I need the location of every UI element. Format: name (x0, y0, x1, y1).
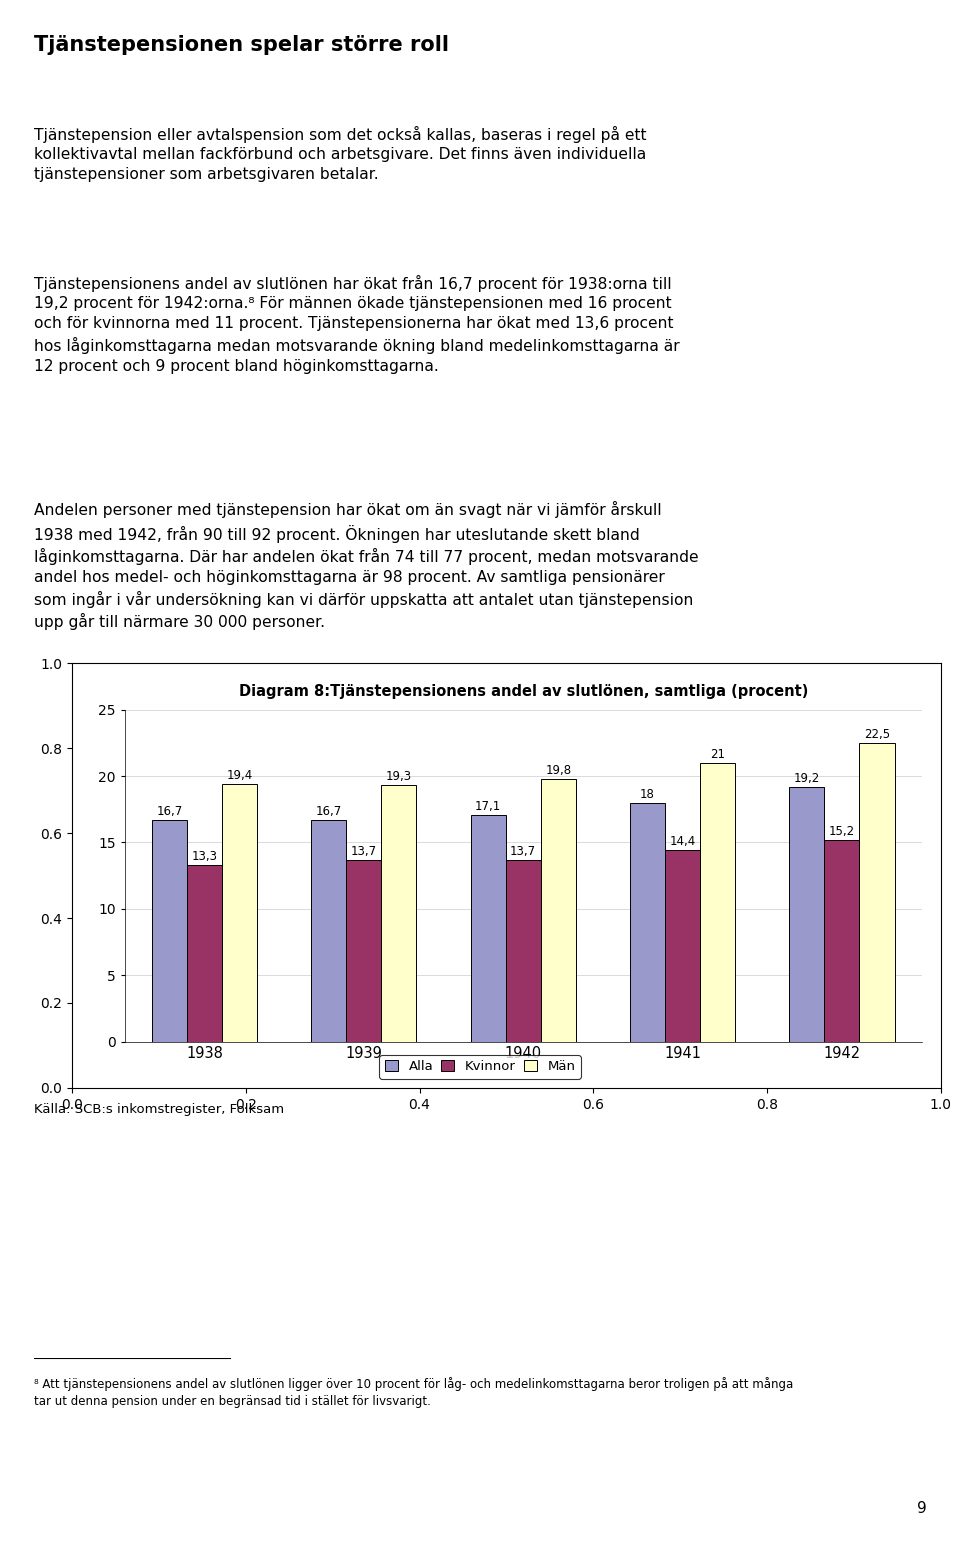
Text: 16,7: 16,7 (316, 805, 342, 818)
Bar (825, 839, 859, 1042)
Bar (347, 859, 381, 1042)
Bar (630, 802, 665, 1042)
Bar (222, 784, 257, 1042)
Text: ⁸ Att tjänstepensionens andel av slutlönen ligger över 10 procent för låg- och m: ⁸ Att tjänstepensionens andel av slutlön… (34, 1378, 793, 1409)
Bar (311, 819, 347, 1042)
Text: Andelen personer med tjänstepension har ökat om än svagt när vi jämför årskull
1: Andelen personer med tjänstepension har … (34, 501, 698, 630)
Bar (187, 866, 222, 1042)
Text: 18: 18 (640, 787, 655, 801)
Text: 13,3: 13,3 (191, 850, 218, 863)
Text: 13,7: 13,7 (350, 844, 377, 858)
Text: 15,2: 15,2 (828, 826, 855, 838)
Text: Källa: SCB:s inkomstregister, Folksam: Källa: SCB:s inkomstregister, Folksam (34, 1103, 284, 1116)
Text: Tjänstepension eller avtalspension som det också kallas, baseras i regel på ett
: Tjänstepension eller avtalspension som d… (34, 125, 646, 182)
Text: 13,7: 13,7 (510, 844, 537, 858)
Text: 17,1: 17,1 (475, 799, 501, 813)
Bar (152, 819, 187, 1042)
Text: Tjänstepensionens andel av slutlönen har ökat från 16,7 procent för 1938:orna ti: Tjänstepensionens andel av slutlönen har… (34, 275, 680, 373)
Bar (470, 815, 506, 1042)
Text: 9: 9 (917, 1501, 926, 1515)
Text: 22,5: 22,5 (864, 728, 890, 741)
Text: 21: 21 (710, 748, 725, 761)
Text: 14,4: 14,4 (669, 835, 696, 849)
Title: Diagram 8:Tjänstepensionens andel av slutlönen, samtliga (procent): Diagram 8:Tjänstepensionens andel av slu… (238, 684, 808, 699)
Text: 16,7: 16,7 (156, 805, 182, 818)
Text: 19,2: 19,2 (794, 772, 820, 785)
Text: 19,3: 19,3 (386, 770, 412, 784)
Text: Tjänstepensionen spelar större roll: Tjänstepensionen spelar större roll (34, 35, 448, 56)
Bar (700, 762, 735, 1042)
Legend: Alla, Kvinnor, Män: Alla, Kvinnor, Män (379, 1055, 581, 1079)
Bar (665, 850, 700, 1042)
Text: 19,8: 19,8 (545, 764, 571, 776)
Bar (506, 859, 540, 1042)
Bar (859, 744, 895, 1042)
Bar (540, 779, 576, 1042)
Text: 19,4: 19,4 (227, 768, 252, 782)
Bar (381, 785, 417, 1042)
Bar (789, 787, 825, 1042)
